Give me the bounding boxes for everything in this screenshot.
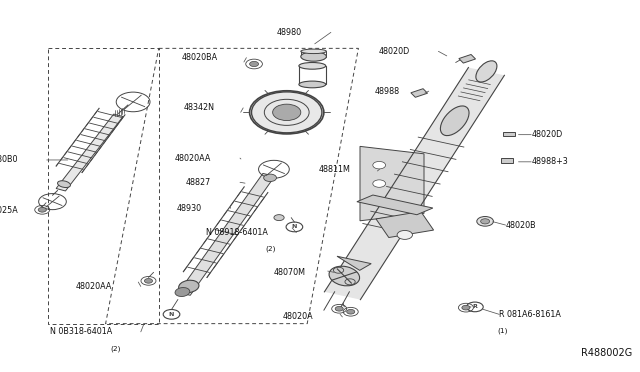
Text: N: N	[292, 224, 297, 230]
Text: N 08918-6401A: N 08918-6401A	[205, 228, 268, 237]
Text: R: R	[472, 304, 477, 310]
Circle shape	[145, 279, 152, 283]
Polygon shape	[56, 114, 123, 191]
Text: 48988+3: 48988+3	[531, 157, 568, 166]
Circle shape	[264, 174, 276, 182]
Ellipse shape	[58, 181, 70, 187]
Ellipse shape	[476, 61, 497, 82]
Circle shape	[273, 104, 301, 121]
Circle shape	[477, 217, 493, 226]
Text: (2): (2)	[110, 345, 120, 352]
Text: (1): (1)	[497, 328, 508, 334]
Polygon shape	[376, 211, 434, 237]
Circle shape	[38, 208, 46, 212]
Polygon shape	[337, 256, 371, 270]
Text: 48020D: 48020D	[378, 47, 410, 56]
Ellipse shape	[179, 280, 199, 293]
Circle shape	[397, 230, 413, 240]
Circle shape	[335, 307, 343, 311]
Text: 48020AA: 48020AA	[175, 154, 211, 163]
Circle shape	[274, 215, 284, 221]
Circle shape	[250, 61, 259, 67]
Polygon shape	[411, 89, 428, 97]
Circle shape	[372, 180, 385, 187]
Polygon shape	[501, 158, 513, 163]
Ellipse shape	[299, 62, 326, 69]
Ellipse shape	[301, 52, 326, 61]
Text: 48020AA: 48020AA	[76, 282, 112, 291]
Ellipse shape	[329, 266, 360, 286]
Polygon shape	[503, 132, 515, 136]
Circle shape	[372, 198, 385, 206]
Circle shape	[462, 305, 470, 310]
Circle shape	[481, 219, 490, 224]
Text: 48827: 48827	[186, 178, 211, 187]
Ellipse shape	[299, 81, 326, 88]
Circle shape	[250, 91, 324, 134]
Text: 48070M: 48070M	[273, 268, 305, 277]
Text: 48020A: 48020A	[283, 312, 314, 321]
Polygon shape	[324, 68, 504, 299]
Text: N 0B318-6401A: N 0B318-6401A	[50, 327, 112, 336]
Text: 48988: 48988	[375, 87, 400, 96]
Text: 48811M: 48811M	[319, 165, 351, 174]
Polygon shape	[179, 173, 275, 295]
Circle shape	[372, 161, 385, 169]
Text: 48980: 48980	[277, 28, 302, 37]
Text: 48342N: 48342N	[184, 103, 214, 112]
Text: 48020BA: 48020BA	[182, 53, 218, 62]
Polygon shape	[360, 146, 424, 221]
Text: 48020B: 48020B	[506, 221, 536, 230]
Text: (2): (2)	[266, 246, 276, 253]
Text: 480B0: 480B0	[0, 155, 18, 164]
Polygon shape	[459, 54, 476, 63]
Text: R 081A6-8161A: R 081A6-8161A	[499, 310, 561, 319]
Text: R488002G: R488002G	[581, 348, 632, 358]
Text: 48025A: 48025A	[0, 206, 18, 215]
Ellipse shape	[175, 288, 190, 296]
Text: 48020D: 48020D	[531, 130, 563, 139]
Ellipse shape	[440, 106, 469, 136]
Polygon shape	[357, 195, 433, 215]
Text: N: N	[169, 312, 174, 317]
Circle shape	[347, 310, 355, 314]
Text: 48930: 48930	[177, 204, 202, 213]
Ellipse shape	[301, 49, 326, 54]
